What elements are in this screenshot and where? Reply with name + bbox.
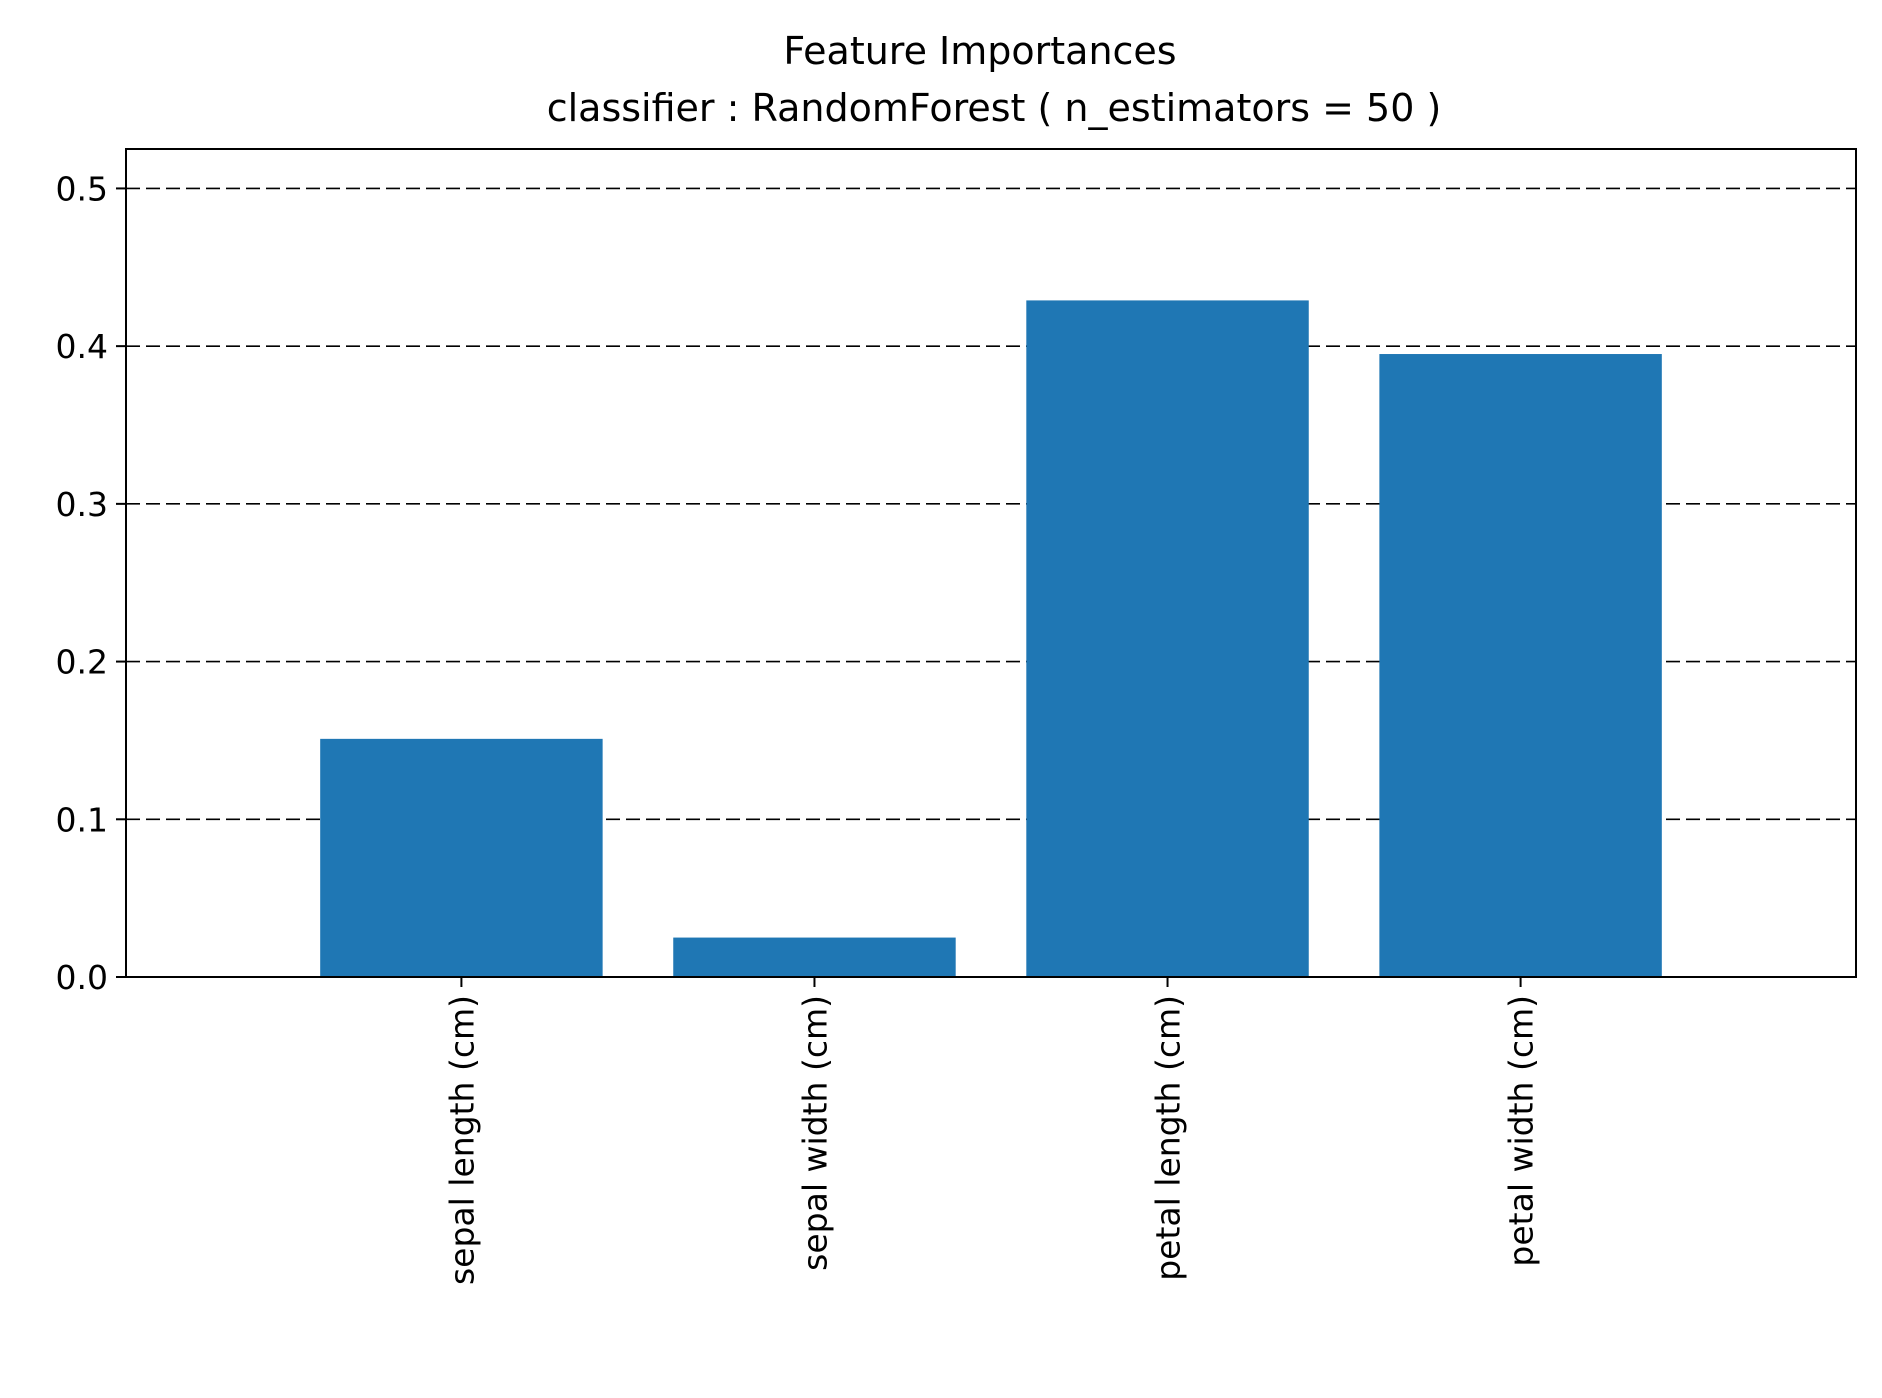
y-axis: 0.0 0.1 0.2 0.3 0.4 0.5 [56, 169, 126, 997]
x-tick-label: sepal width (cm) [795, 995, 834, 1271]
bar [320, 738, 603, 977]
y-tick-label: 0.0 [56, 958, 108, 997]
chart-subtitle: classifier : RandomForest ( n_estimators… [547, 86, 1442, 130]
y-tick-label: 0.5 [56, 169, 108, 208]
y-tick-label: 0.4 [56, 327, 108, 366]
y-tick-label: 0.3 [56, 485, 108, 524]
chart-title: Feature Importances [783, 29, 1176, 73]
bars [320, 300, 1662, 977]
bar [1379, 354, 1662, 977]
x-tick-label: sepal length (cm) [442, 995, 481, 1285]
plot-frame [125, 148, 1857, 978]
y-tick-label: 0.1 [56, 800, 108, 839]
x-axis: sepal length (cm) sepal width (cm) petal l… [442, 977, 1541, 1285]
y-tick-label: 0.2 [56, 643, 108, 682]
bar [1026, 300, 1309, 977]
x-tick-label: petal width (cm) [1502, 995, 1541, 1267]
bar [673, 937, 956, 977]
x-tick-label: petal length (cm) [1149, 995, 1188, 1281]
